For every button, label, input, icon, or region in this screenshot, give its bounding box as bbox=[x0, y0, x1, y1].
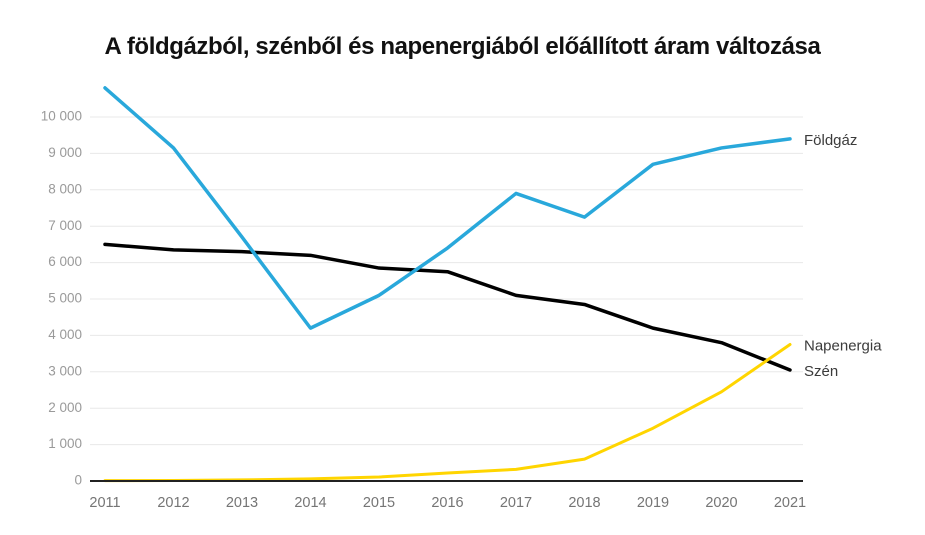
x-axis-tick-label: 2016 bbox=[431, 495, 463, 511]
series-label-fldgz: Földgáz bbox=[804, 132, 857, 149]
chart-title: A földgázból, szénből és napenergiából e… bbox=[104, 33, 821, 60]
x-axis-tick-label: 2011 bbox=[89, 495, 120, 511]
x-axis-tick-label: 2014 bbox=[294, 495, 326, 511]
series-label-szn: Szén bbox=[804, 363, 838, 380]
series-line-fldgz bbox=[103, 86, 792, 330]
y-axis-tick-label: 1 000 bbox=[48, 436, 82, 451]
y-axis-tick-label: 4 000 bbox=[48, 327, 82, 342]
y-axis-tick-label: 10 000 bbox=[41, 109, 82, 124]
x-axis-tick-label: 2013 bbox=[226, 495, 258, 511]
y-axis-tick-label: 3 000 bbox=[48, 363, 82, 378]
x-axis-tick-label: 2020 bbox=[705, 495, 737, 511]
series-line-szn bbox=[103, 242, 792, 372]
x-axis-tick-label: 2021 bbox=[774, 495, 806, 511]
y-axis-tick-label: 6 000 bbox=[48, 254, 82, 269]
x-axis-tick-label: 2015 bbox=[363, 495, 395, 511]
y-axis-tick-label: 0 bbox=[74, 473, 82, 488]
y-axis-tick-label: 9 000 bbox=[48, 145, 82, 160]
x-axis-tick-label: 2017 bbox=[500, 495, 532, 511]
x-axis-tick-label: 2019 bbox=[637, 495, 669, 511]
y-axis-tick-label: 8 000 bbox=[48, 181, 82, 196]
y-axis-tick-label: 7 000 bbox=[48, 218, 82, 233]
x-axis-tick-label: 2018 bbox=[568, 495, 600, 511]
series-label-napenergia: Napenergia bbox=[804, 337, 882, 354]
y-axis-tick-label: 2 000 bbox=[48, 400, 82, 415]
y-axis-tick-label: 5 000 bbox=[48, 291, 82, 306]
series-line-napenergia bbox=[103, 343, 792, 483]
x-axis-tick-label: 2012 bbox=[157, 495, 189, 511]
